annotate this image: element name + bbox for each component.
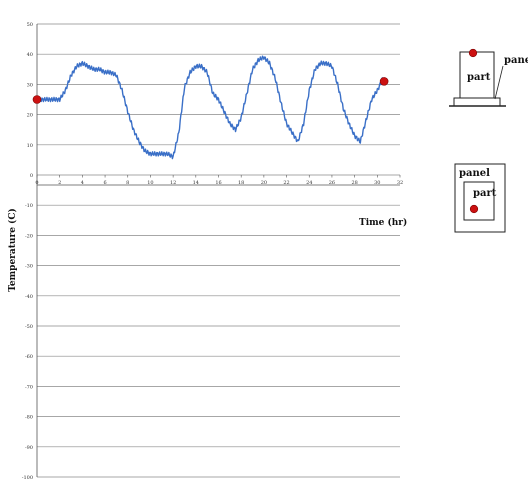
y-tick-label: -50 xyxy=(25,324,33,330)
part-label-bottom: part xyxy=(473,188,497,199)
panel-leader-line xyxy=(494,65,504,100)
y-tick-label: -60 xyxy=(25,354,33,360)
x-tick-label: 10 xyxy=(147,180,153,186)
x-tick-label: 18 xyxy=(238,180,244,186)
y-tick-label: -20 xyxy=(25,233,33,239)
y-tick-label: 30 xyxy=(27,82,33,88)
panel-plate xyxy=(453,97,501,107)
y-tick-label: 50 xyxy=(27,22,33,28)
x-tick-label: 28 xyxy=(351,180,357,186)
x-tick-label: 8 xyxy=(126,180,129,186)
x-tick-label: 16 xyxy=(215,180,221,186)
y-tick-label: 10 xyxy=(27,143,33,149)
y-tick-label: -100 xyxy=(22,475,33,481)
y-tick-label: 0 xyxy=(30,173,33,179)
y-tick-label: 20 xyxy=(27,113,33,119)
x-tick-label: 20 xyxy=(261,180,267,186)
part-on-panel-diagram: part panel xyxy=(449,48,528,107)
x-tick-label: 6 xyxy=(103,180,106,186)
y-tick-label: -80 xyxy=(25,415,33,421)
sensor-marker-top xyxy=(468,48,478,58)
x-tick-label: 24 xyxy=(306,180,312,186)
x-axis-title: Time (hr) xyxy=(359,217,407,228)
x-tick-label: 32 xyxy=(397,180,403,186)
x-tick-label: 30 xyxy=(374,180,380,186)
part-label: part xyxy=(467,72,491,83)
panel-label-bottom: panel xyxy=(459,168,490,179)
x-tick-label: 26 xyxy=(329,180,335,186)
x-tick-label: 2 xyxy=(58,180,61,186)
temperature-series-line xyxy=(36,55,384,160)
part-under-panel-diagram: panel part xyxy=(454,163,506,233)
y-tick-label: 40 xyxy=(27,52,33,58)
series-layer xyxy=(32,55,389,160)
y-tick-label: -70 xyxy=(25,384,33,390)
x-tick-label: 14 xyxy=(193,180,199,186)
marker-point xyxy=(379,77,389,86)
y-tick-label: -90 xyxy=(25,445,33,451)
y-axis-title: Temperature (C) xyxy=(7,208,18,292)
inner-part-box xyxy=(463,181,495,221)
x-tick-label: 22 xyxy=(283,180,289,186)
y-tick-label: -30 xyxy=(25,264,33,270)
grid-lines xyxy=(37,23,400,478)
marker-point xyxy=(32,95,42,104)
y-tick-label: -40 xyxy=(25,294,33,300)
y-tick-label: -10 xyxy=(25,203,33,209)
panel-label: panel xyxy=(504,55,528,66)
x-tick-label: 12 xyxy=(170,180,176,186)
y-tick-labels: 50 40 30 20 10 0 -10 -20 -30 -40 -50 -60 -70 -80 -90 -1… xyxy=(22,22,33,481)
sensor-marker-bottom xyxy=(469,204,479,214)
x-tick-label: 4 xyxy=(81,180,84,186)
